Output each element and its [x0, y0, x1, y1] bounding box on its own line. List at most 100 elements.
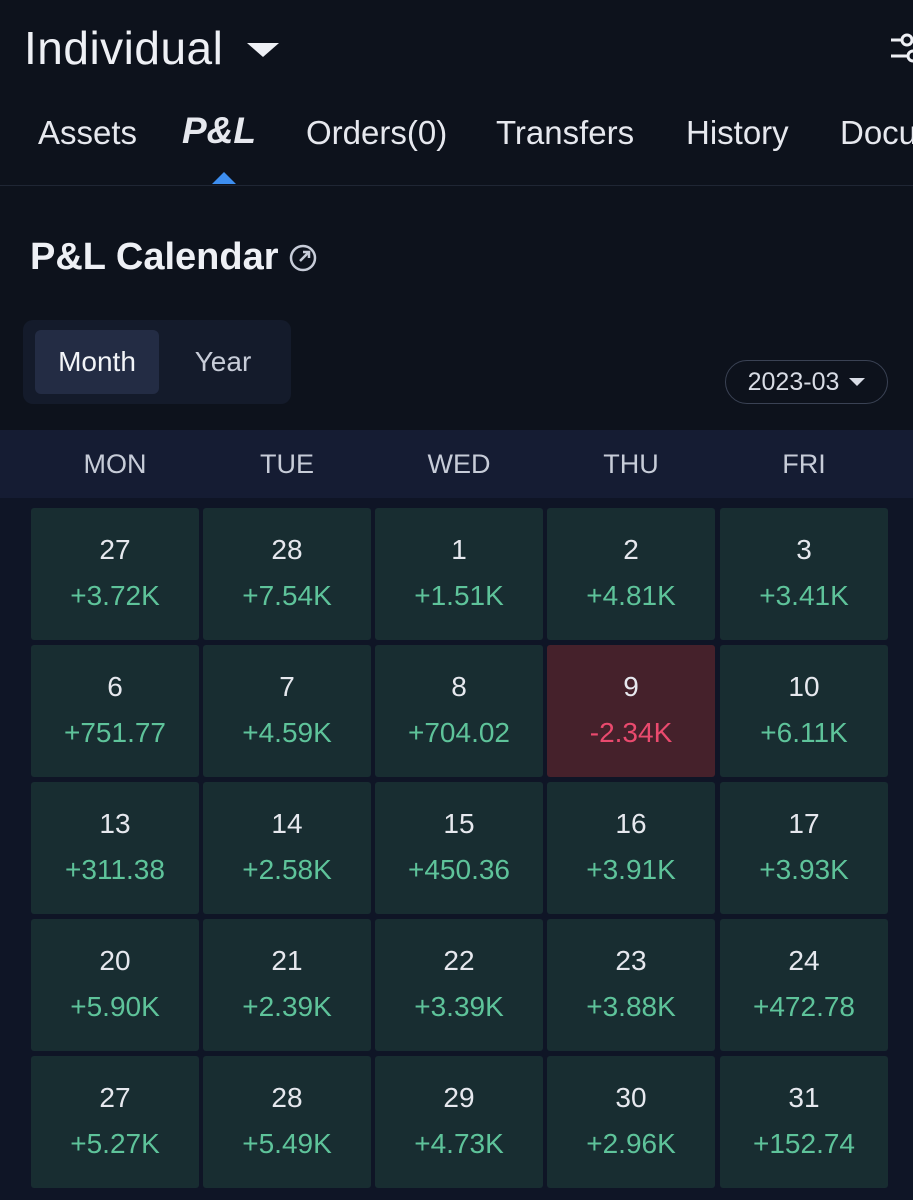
account-selector-label[interactable]: Individual — [24, 22, 224, 74]
day-pnl-value: +704.02 — [408, 717, 510, 748]
day-pnl-value: +2.96K — [586, 1128, 676, 1159]
day-number: 21 — [271, 945, 303, 976]
day-number: 22 — [443, 945, 475, 976]
day-number: 27 — [99, 1082, 131, 1113]
section-title-text: P&L Calendar — [30, 236, 279, 278]
calendar-day-cell[interactable]: 29 +4.73K — [375, 1056, 543, 1188]
weekday-label: FRI — [782, 449, 826, 479]
day-pnl-value: +3.88K — [586, 991, 676, 1022]
day-number: 10 — [788, 671, 820, 702]
calendar-day-cell[interactable]: 8 +704.02 — [375, 645, 543, 777]
day-pnl-value: +5.49K — [242, 1128, 332, 1159]
day-pnl-value: +751.77 — [64, 717, 166, 748]
tab-transfers[interactable]: Transfers — [496, 114, 635, 151]
day-number: 31 — [788, 1082, 820, 1113]
calendar-day-cell[interactable]: 30 +2.96K — [547, 1056, 715, 1188]
calendar-day-cell[interactable]: 3 +3.41K — [720, 508, 888, 640]
calendar-day-cell[interactable]: 13 +311.38 — [31, 782, 199, 914]
day-number: 16 — [615, 808, 647, 839]
day-pnl-value: +472.78 — [753, 991, 855, 1022]
day-number: 28 — [271, 1082, 303, 1113]
day-pnl-value: +3.91K — [586, 854, 676, 885]
day-number: 2 — [623, 534, 639, 565]
calendar-day-cell[interactable]: 24 +472.78 — [720, 919, 888, 1051]
day-pnl-value: +5.90K — [70, 991, 160, 1022]
day-pnl-value: +7.54K — [242, 580, 332, 611]
calendar-day-cell[interactable]: 28 +5.49K — [203, 1056, 371, 1188]
day-number: 3 — [796, 534, 812, 565]
day-number: 8 — [451, 671, 467, 702]
month-picker[interactable]: 2023-03 — [725, 360, 888, 404]
day-pnl-value: -2.34K — [589, 717, 673, 748]
day-pnl-value: +311.38 — [65, 854, 165, 885]
day-pnl-value: +4.73K — [414, 1128, 504, 1159]
day-pnl-value: +3.39K — [414, 991, 504, 1022]
day-number: 7 — [279, 671, 295, 702]
weekday-label: THU — [603, 449, 659, 479]
calendar-day-cell[interactable]: 15 +450.36 — [375, 782, 543, 914]
calendar-day-cell[interactable]: 2 +4.81K — [547, 508, 715, 640]
calendar-day-cell[interactable]: 21 +2.39K — [203, 919, 371, 1051]
section-title: P&L Calendar — [30, 236, 318, 279]
calendar-day-cell[interactable]: 31 +152.74 — [720, 1056, 888, 1188]
day-number: 29 — [443, 1082, 475, 1113]
header: Individual — [0, 0, 913, 96]
day-pnl-value: +4.59K — [242, 717, 332, 748]
tab-documents[interactable]: Docu — [840, 114, 913, 151]
weekday-label: TUE — [260, 449, 314, 479]
day-pnl-value: +152.74 — [753, 1128, 855, 1159]
weekday-header: MON TUE WED THU FRI — [0, 430, 913, 498]
calendar-day-cell[interactable]: 10 +6.11K — [720, 645, 888, 777]
day-number: 20 — [99, 945, 131, 976]
day-number: 30 — [615, 1082, 647, 1113]
tab-history[interactable]: History — [686, 114, 789, 151]
year-view-button[interactable]: Year — [194, 346, 252, 377]
day-number: 27 — [99, 534, 131, 565]
day-number: 23 — [615, 945, 647, 976]
day-number: 14 — [271, 808, 303, 839]
calendar-day-cell[interactable]: 1 +1.51K — [375, 508, 543, 640]
day-number: 24 — [788, 945, 820, 976]
calendar-day-cell[interactable]: 17 +3.93K — [720, 782, 888, 914]
day-number: 28 — [271, 534, 303, 565]
weekday-label: MON — [83, 449, 147, 479]
tab-orders[interactable]: Orders(0) — [306, 114, 448, 151]
tab-assets[interactable]: Assets — [38, 114, 138, 151]
day-number: 13 — [99, 808, 131, 839]
weekday-label: WED — [427, 449, 491, 479]
calendar-day-cell[interactable]: 7 +4.59K — [203, 645, 371, 777]
month-picker-value: 2023-03 — [747, 367, 840, 396]
calendar-day-cell[interactable]: 27 +5.27K — [31, 1056, 199, 1188]
active-tab-indicator — [212, 172, 236, 184]
calendar-day-cell[interactable]: 6 +751.77 — [31, 645, 199, 777]
calendar-day-cell[interactable]: 28 +7.54K — [203, 508, 371, 640]
chevron-down-icon[interactable] — [247, 43, 280, 57]
day-pnl-value: +3.93K — [759, 854, 849, 885]
day-pnl-value: +5.27K — [70, 1128, 160, 1159]
external-link-icon[interactable] — [288, 243, 318, 273]
calendar-day-cell[interactable]: 23 +3.88K — [547, 919, 715, 1051]
day-pnl-value: +450.36 — [408, 854, 510, 885]
tab-bar: Assets P&L Orders(0) Transfers History D… — [0, 104, 913, 186]
day-number: 9 — [623, 671, 639, 702]
day-number: 17 — [788, 808, 820, 839]
calendar-day-cell[interactable]: 9 -2.34K — [547, 645, 715, 777]
calendar-day-cell[interactable]: 20 +5.90K — [31, 919, 199, 1051]
filter-settings-icon[interactable] — [891, 30, 913, 68]
caret-down-icon — [849, 378, 866, 386]
calendar-grid: 27 +3.72K 28 +7.54K 1 +1.51K 2 +4.81K 3 +3.41K 6 +7… — [0, 498, 913, 1200]
tab-pnl[interactable]: P&L — [182, 110, 256, 151]
calendar-day-cell[interactable]: 16 +3.91K — [547, 782, 715, 914]
day-pnl-value: +3.41K — [759, 580, 849, 611]
day-pnl-value: +2.39K — [242, 991, 332, 1022]
day-pnl-value: +1.51K — [414, 580, 504, 611]
day-number: 15 — [443, 808, 475, 839]
calendar-day-cell[interactable]: 22 +3.39K — [375, 919, 543, 1051]
month-view-button[interactable]: Month — [35, 330, 159, 394]
day-pnl-value: +3.72K — [70, 580, 160, 611]
calendar-day-cell[interactable]: 14 +2.58K — [203, 782, 371, 914]
day-pnl-value: +2.58K — [242, 854, 332, 885]
calendar-day-cell[interactable]: 27 +3.72K — [31, 508, 199, 640]
day-pnl-value: +4.81K — [586, 580, 676, 611]
